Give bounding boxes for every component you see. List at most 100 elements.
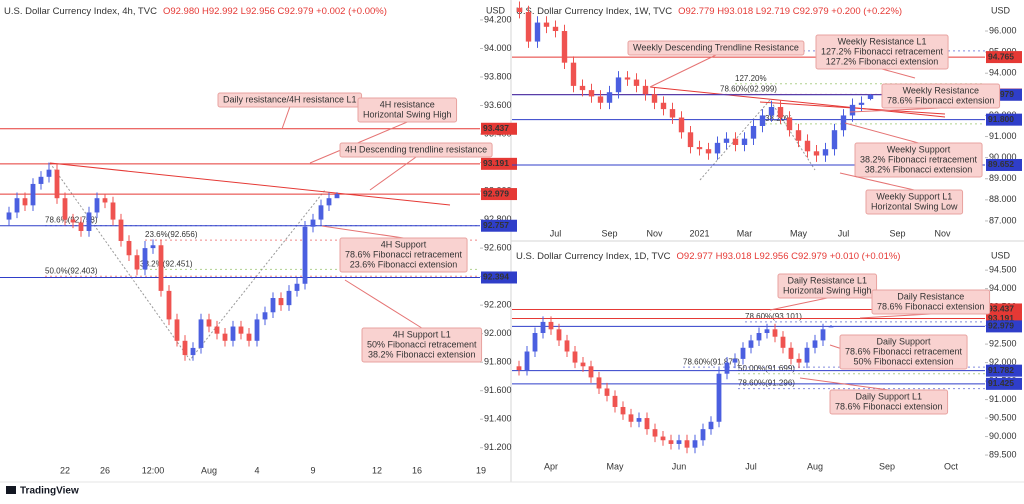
annotation-connector [369, 156, 417, 191]
annotation-connector [859, 313, 931, 319]
candle-body [620, 406, 626, 415]
candle-body [6, 212, 12, 220]
y-tick-label: 91.400 [484, 414, 512, 424]
annotation-connector [321, 225, 404, 239]
x-tick-label: 4 [254, 465, 259, 475]
annotation-text: Daily Resistance [897, 291, 964, 301]
candle-body [588, 366, 594, 378]
level-price-box [481, 122, 517, 135]
candle-body [867, 94, 874, 99]
annotation-text: Daily resistance/4H resistance L1 [223, 94, 357, 104]
candle-body [612, 395, 618, 407]
candle-body [849, 104, 856, 116]
annotation-text: 78.6% Fibonacci extension [887, 95, 995, 105]
annotation-box [829, 389, 949, 415]
x-tick-label: 26 [100, 465, 110, 475]
fib-label: 78.60%(91.877) [683, 357, 740, 366]
candle-body [597, 96, 604, 103]
annotation-connector [769, 297, 828, 311]
candle-body [278, 298, 284, 306]
annotation-connector [344, 279, 423, 329]
candle-body [22, 198, 28, 206]
x-tick-label: 9 [310, 465, 315, 475]
candle-body [822, 149, 829, 156]
candle-body [556, 329, 562, 341]
chart-header: U.S. Dollar Currency Index, 1W, TVC O92.7… [516, 6, 902, 17]
x-tick-label: Sep [879, 461, 895, 471]
annotation-box [357, 97, 458, 123]
candle-body [741, 138, 748, 145]
candle-body [110, 202, 116, 220]
annotation-connector [281, 106, 291, 130]
candle-body [326, 198, 332, 206]
candle-body [651, 94, 658, 103]
candle-body [596, 377, 602, 389]
candle-body [543, 22, 550, 27]
candle-body [570, 62, 577, 86]
candle-body [190, 347, 196, 356]
logo-mark [6, 486, 16, 494]
candle-body [525, 12, 532, 42]
level-price-label: 91.425 [988, 378, 1014, 388]
x-tick-label: 2021 [689, 228, 709, 238]
candle-body [552, 26, 559, 32]
x-tick-label: Jul [550, 228, 562, 238]
candle-body [652, 429, 658, 437]
candle-body [182, 340, 188, 356]
candle-body [46, 169, 52, 177]
level-price-label: 91.800 [988, 114, 1014, 124]
level-price-box [481, 219, 517, 232]
candle-body [696, 147, 703, 150]
candle-body [86, 212, 92, 231]
currency-label: USD [991, 250, 1011, 260]
fib-label: 38.2%(92.451) [140, 259, 193, 268]
level-price-label: 94.765 [988, 51, 1014, 61]
level-price-label: 89.652 [988, 159, 1014, 169]
candle-body [708, 421, 714, 430]
annotation-text: 78.6% Fibonacci extension [877, 301, 985, 311]
y-tick-label: 91.600 [484, 385, 512, 395]
candle-body [334, 194, 340, 199]
candle-body [246, 333, 252, 341]
chart-header: U.S. Dollar Currency Index, 1D, TVC O92.9… [516, 251, 900, 262]
candle-body [524, 351, 530, 370]
y-tick-label: 94.000 [989, 283, 1017, 293]
candle-body [628, 414, 634, 422]
x-tick-label: Jul [745, 461, 757, 471]
annotation-box [854, 142, 983, 178]
annotation-box [815, 34, 949, 70]
x-tick-label: 12:00 [142, 465, 165, 475]
candle-body [230, 326, 236, 341]
level-price-label: 92.979 [483, 188, 509, 198]
annotation-text: 78.6% Fibonacci retracement [845, 346, 963, 356]
candle-body [270, 298, 276, 313]
level-price-box [481, 157, 517, 170]
y-tick-label: 93.800 [484, 71, 512, 81]
annotation-text: Daily Resistance L1 [788, 275, 868, 285]
y-tick-label: 90.000 [989, 431, 1017, 441]
y-tick-label: 94.000 [989, 68, 1017, 78]
candle-body [786, 117, 793, 131]
candle-body [102, 198, 108, 203]
candle-body [294, 283, 300, 291]
candle-body [740, 347, 746, 359]
level-price-label: 93.437 [988, 304, 1014, 314]
candle-body [636, 418, 642, 422]
annotation-text: 78.6% Fibonacci retracement [345, 249, 463, 259]
candle-body [820, 329, 826, 341]
candle-body [238, 326, 244, 334]
annotation-text: Daily Support L1 [856, 391, 923, 401]
candle-body [78, 222, 84, 231]
candle-body [302, 226, 308, 284]
candle-body [780, 336, 786, 348]
x-tick-label: 19 [476, 465, 486, 475]
annotation-text: 23.6% Fibonacci extension [350, 259, 458, 269]
y-tick-label: 89.500 [989, 449, 1017, 459]
candle-body [606, 92, 613, 103]
candle-body [561, 31, 568, 63]
candle-body [318, 205, 324, 220]
level-price-box [986, 158, 1022, 171]
